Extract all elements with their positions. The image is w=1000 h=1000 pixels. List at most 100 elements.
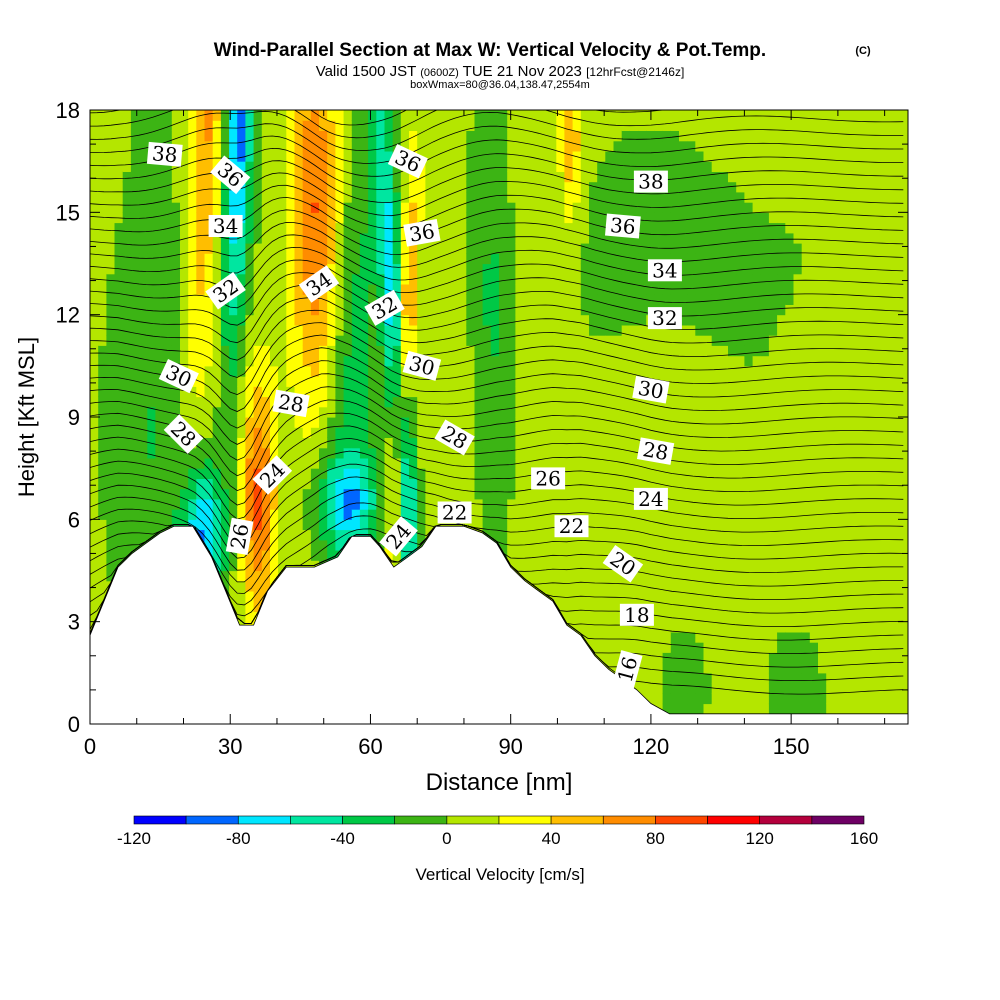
velocity-cell bbox=[719, 140, 729, 152]
velocity-cell bbox=[482, 222, 492, 234]
velocity-cell bbox=[695, 631, 705, 643]
velocity-cell bbox=[368, 212, 377, 224]
velocity-cell bbox=[294, 457, 304, 469]
velocity-cell bbox=[245, 284, 255, 295]
velocity-cell bbox=[572, 365, 582, 377]
velocity-cell bbox=[343, 488, 353, 500]
velocity-cell bbox=[433, 324, 443, 336]
velocity-cell bbox=[302, 376, 312, 387]
velocity-cell bbox=[122, 222, 132, 234]
velocity-cell bbox=[638, 304, 647, 316]
velocity-cell bbox=[556, 335, 566, 346]
velocity-cell bbox=[605, 345, 615, 357]
velocity-cell bbox=[245, 406, 255, 418]
velocity-cell bbox=[719, 662, 729, 674]
velocity-cell bbox=[106, 488, 116, 500]
velocity-cell bbox=[662, 560, 672, 572]
velocity-cell bbox=[237, 570, 246, 582]
velocity-cell bbox=[278, 243, 287, 254]
velocity-cell bbox=[171, 202, 181, 213]
velocity-cell bbox=[687, 191, 696, 203]
velocity-cell bbox=[351, 417, 361, 428]
velocity-cell bbox=[728, 570, 737, 582]
velocity-cell bbox=[171, 355, 181, 367]
velocity-cell bbox=[229, 355, 238, 367]
velocity-cell bbox=[237, 130, 246, 142]
velocity-cell bbox=[638, 468, 647, 479]
velocity-cell bbox=[278, 294, 287, 305]
velocity-cell bbox=[719, 580, 729, 592]
velocity-cell bbox=[548, 140, 557, 152]
velocity-cell bbox=[229, 263, 238, 275]
velocity-cell bbox=[147, 406, 157, 418]
velocity-cell bbox=[114, 120, 124, 131]
velocity-cell bbox=[139, 294, 148, 305]
velocity-cell bbox=[335, 150, 345, 162]
velocity-cell bbox=[670, 560, 680, 572]
velocity-cell bbox=[613, 570, 623, 582]
velocity-cell bbox=[719, 243, 729, 254]
velocity-cell bbox=[515, 222, 525, 234]
velocity-cell bbox=[572, 376, 582, 387]
velocity-cell bbox=[302, 222, 312, 234]
velocity-cell bbox=[499, 212, 508, 224]
velocity-cell bbox=[155, 110, 165, 121]
velocity-cell bbox=[368, 191, 377, 203]
velocity-cell bbox=[556, 304, 566, 316]
velocity-cell bbox=[744, 478, 754, 490]
velocity-cell bbox=[294, 550, 304, 561]
velocity-cell bbox=[515, 314, 525, 326]
velocity-cell bbox=[261, 335, 271, 346]
velocity-cell bbox=[400, 396, 410, 408]
velocity-cell bbox=[180, 181, 189, 193]
velocity-cell bbox=[212, 314, 222, 326]
velocity-cell bbox=[90, 314, 99, 326]
velocity-cell bbox=[629, 130, 639, 142]
velocity-cell bbox=[687, 539, 696, 551]
velocity-cell bbox=[261, 457, 271, 469]
velocity-cell bbox=[531, 488, 541, 500]
velocity-cell bbox=[539, 324, 549, 336]
velocity-cell bbox=[728, 427, 737, 438]
velocity-cell bbox=[539, 243, 549, 254]
velocity-cell bbox=[580, 314, 590, 326]
velocity-cell bbox=[106, 529, 116, 541]
velocity-cell bbox=[98, 406, 107, 418]
velocity-cell bbox=[760, 263, 770, 275]
velocity-cell bbox=[613, 324, 623, 336]
velocity-cell bbox=[679, 621, 688, 633]
velocity-cell bbox=[580, 406, 590, 418]
velocity-cell bbox=[147, 304, 157, 316]
velocity-cell bbox=[679, 253, 688, 265]
velocity-cell bbox=[425, 140, 435, 152]
velocity-cell bbox=[147, 232, 157, 244]
velocity-cell bbox=[589, 365, 598, 377]
velocity-cell bbox=[662, 150, 672, 162]
velocity-cell bbox=[155, 222, 165, 234]
velocity-cell bbox=[662, 591, 672, 602]
velocity-cell bbox=[384, 232, 394, 244]
velocity-cell bbox=[139, 427, 148, 438]
velocity-cell bbox=[548, 324, 557, 336]
velocity-cell bbox=[220, 488, 230, 500]
velocity-cell bbox=[711, 171, 721, 183]
velocity-cell bbox=[736, 478, 745, 490]
velocity-cell bbox=[245, 304, 255, 316]
velocity-cell bbox=[564, 335, 574, 346]
velocity-cell bbox=[196, 406, 206, 418]
velocity-cell bbox=[351, 253, 361, 265]
velocity-cell bbox=[499, 437, 508, 449]
velocity-cell bbox=[719, 478, 729, 490]
velocity-cell bbox=[310, 243, 320, 254]
velocity-cell bbox=[286, 232, 296, 244]
velocity-cell bbox=[605, 161, 615, 172]
velocity-cell bbox=[147, 253, 157, 265]
velocity-cell bbox=[752, 621, 762, 633]
velocity-cell bbox=[114, 355, 124, 367]
velocity-cell bbox=[580, 447, 590, 459]
velocity-cell bbox=[654, 468, 664, 479]
velocity-cell bbox=[760, 191, 770, 203]
velocity-cell bbox=[703, 253, 713, 265]
velocity-cell bbox=[572, 478, 582, 490]
velocity-cell bbox=[744, 365, 754, 377]
